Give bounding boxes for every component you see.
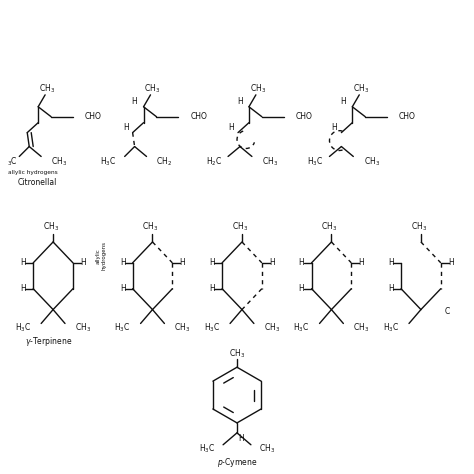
Text: H: H [388, 258, 394, 267]
Text: H$_3$C: H$_3$C [204, 321, 220, 334]
Text: H: H [20, 258, 26, 267]
Text: allylic hydrogens: allylic hydrogens [9, 170, 58, 175]
Text: CH$_3$: CH$_3$ [43, 221, 59, 233]
Text: CH$_3$: CH$_3$ [51, 155, 67, 168]
Text: H: H [237, 97, 243, 106]
Text: H: H [210, 258, 215, 267]
Text: H: H [269, 258, 274, 267]
Text: H$_3$C: H$_3$C [199, 443, 215, 455]
Text: H: H [120, 258, 126, 267]
Text: CH$_3$: CH$_3$ [264, 321, 280, 334]
Text: H: H [123, 123, 128, 132]
Text: H: H [132, 97, 137, 106]
Text: H$_3$C: H$_3$C [293, 321, 310, 334]
Text: CH$_3$: CH$_3$ [262, 155, 278, 168]
Text: H$_3$C: H$_3$C [307, 155, 323, 168]
Text: H$_3$C: H$_3$C [114, 321, 131, 334]
Text: allylic
hydrogens: allylic hydrogens [95, 241, 106, 270]
Text: H: H [448, 258, 454, 267]
Text: CH$_3$: CH$_3$ [39, 82, 55, 95]
Text: CH$_3$: CH$_3$ [75, 321, 91, 334]
Text: CH$_3$: CH$_3$ [321, 221, 337, 233]
Text: CH$_3$: CH$_3$ [411, 221, 427, 233]
Text: CH$_3$: CH$_3$ [353, 321, 369, 334]
Text: CH$_2$: CH$_2$ [156, 155, 173, 168]
Text: H$_3$C: H$_3$C [100, 155, 117, 168]
Text: H: H [388, 284, 394, 293]
Text: CHO: CHO [190, 112, 207, 121]
Text: H: H [358, 258, 364, 267]
Text: H: H [299, 284, 304, 293]
Text: Citronellal: Citronellal [18, 178, 57, 187]
Text: $_3$C: $_3$C [7, 155, 17, 168]
Text: H: H [299, 258, 304, 267]
Text: CH$_3$: CH$_3$ [364, 155, 381, 168]
Text: CH$_3$: CH$_3$ [174, 321, 191, 334]
Text: H: H [20, 284, 26, 293]
Text: CH$_3$: CH$_3$ [259, 443, 275, 455]
Text: C: C [445, 307, 450, 316]
Text: CH$_3$: CH$_3$ [145, 82, 161, 95]
Text: CH$_3$: CH$_3$ [250, 82, 266, 95]
Text: H: H [340, 97, 346, 106]
Text: CH$_3$: CH$_3$ [229, 347, 245, 360]
Text: CHO: CHO [399, 112, 416, 121]
Text: H: H [331, 123, 337, 132]
Text: H: H [238, 434, 244, 443]
Text: H: H [228, 123, 234, 132]
Text: CH$_3$: CH$_3$ [142, 221, 159, 233]
Text: CH$_3$: CH$_3$ [353, 82, 369, 95]
Text: $\gamma$-Terpinene: $\gamma$-Terpinene [26, 335, 73, 348]
Text: H: H [120, 284, 126, 293]
Text: CHO: CHO [296, 112, 312, 121]
Text: H: H [210, 284, 215, 293]
Text: $p$-Cymene: $p$-Cymene [217, 456, 257, 469]
Text: H$_3$C: H$_3$C [15, 321, 31, 334]
Text: H: H [80, 258, 86, 267]
Text: CHO: CHO [85, 112, 102, 121]
Text: CH$_3$: CH$_3$ [232, 221, 248, 233]
Text: H$_2$C: H$_2$C [206, 155, 222, 168]
Text: H$_3$C: H$_3$C [383, 321, 399, 334]
Text: H: H [180, 258, 185, 267]
